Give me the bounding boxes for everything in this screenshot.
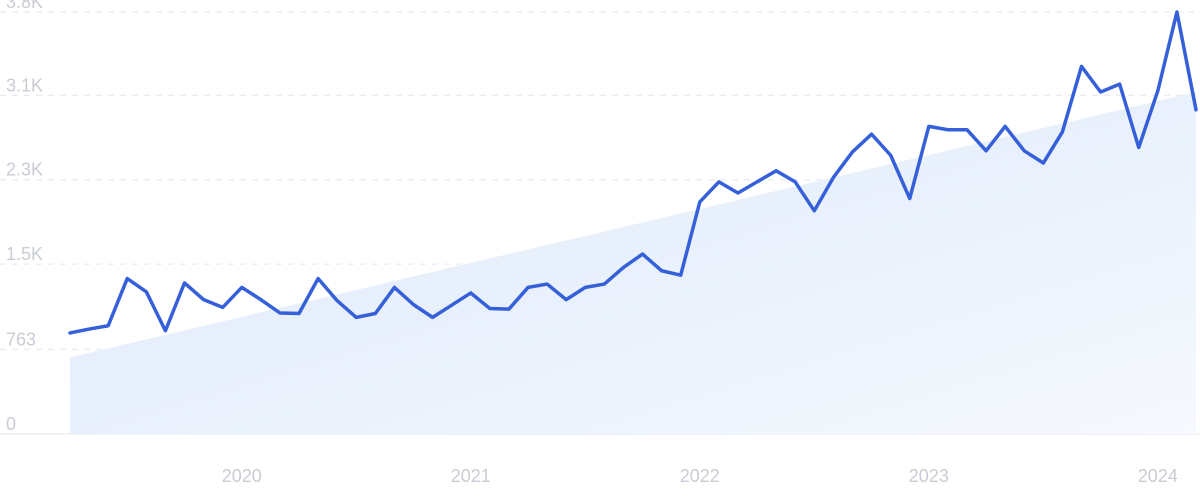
data-point xyxy=(946,128,950,132)
data-point xyxy=(812,209,816,213)
series-line xyxy=(68,10,1198,335)
data-point xyxy=(335,299,339,303)
data-point xyxy=(373,312,377,316)
data-point xyxy=(1194,108,1198,112)
data-point xyxy=(793,180,797,184)
data-point xyxy=(163,329,167,333)
data-point xyxy=(297,312,301,316)
data-point xyxy=(106,324,110,328)
data-point xyxy=(583,285,587,289)
data-point xyxy=(698,200,702,204)
data-point xyxy=(621,265,625,269)
data-point xyxy=(1022,149,1026,153)
data-point xyxy=(545,282,549,286)
y-tick-label: 2.3K xyxy=(6,160,43,180)
data-point xyxy=(679,273,683,277)
data-point xyxy=(1099,90,1103,94)
data-point xyxy=(392,285,396,289)
data-point xyxy=(278,311,282,315)
x-tick-label: 2023 xyxy=(909,466,949,486)
data-point xyxy=(68,331,72,335)
data-point xyxy=(316,277,320,281)
data-point xyxy=(602,282,606,286)
data-point xyxy=(717,180,721,184)
x-tick-label: 2021 xyxy=(451,466,491,486)
data-point xyxy=(183,281,187,285)
data-point xyxy=(965,128,969,132)
data-point xyxy=(526,285,530,289)
x-tick-label: 2024 xyxy=(1138,466,1178,486)
data-point xyxy=(1041,161,1045,165)
x-tick-label: 2020 xyxy=(222,466,262,486)
data-point xyxy=(202,298,206,302)
y-axis: 3.8K 3.1K 2.3K 1.5K 763 0 xyxy=(6,0,43,434)
x-axis: 2020 2021 2022 2023 2024 xyxy=(222,466,1178,486)
data-point xyxy=(87,327,91,331)
y-tick-label: 0 xyxy=(6,414,16,434)
data-point xyxy=(660,269,664,273)
data-point xyxy=(1060,130,1064,134)
data-point xyxy=(431,315,435,319)
data-point xyxy=(1156,89,1160,93)
data-point xyxy=(889,153,893,157)
data-point xyxy=(488,307,492,311)
y-tick-label: 1.5K xyxy=(6,244,43,264)
data-point xyxy=(1079,64,1083,68)
data-point xyxy=(774,169,778,173)
data-point xyxy=(412,303,416,307)
data-point xyxy=(908,197,912,201)
x-tick-label: 2022 xyxy=(680,466,720,486)
data-point xyxy=(354,315,358,319)
data-point xyxy=(850,150,854,154)
data-point xyxy=(1118,82,1122,86)
data-point xyxy=(927,124,931,128)
trend-area xyxy=(70,91,1196,435)
data-point xyxy=(870,132,874,136)
data-point xyxy=(1175,10,1179,14)
data-point xyxy=(1137,145,1141,149)
data-point xyxy=(736,191,740,195)
data-point xyxy=(259,298,263,302)
data-point xyxy=(1003,124,1007,128)
data-point xyxy=(755,180,759,184)
y-tick-label: 3.8K xyxy=(6,0,43,12)
data-point xyxy=(469,291,473,295)
data-point xyxy=(240,285,244,289)
data-point xyxy=(831,175,835,179)
data-point xyxy=(641,252,645,256)
data-point xyxy=(144,290,148,294)
data-point xyxy=(984,149,988,153)
data-point xyxy=(125,277,129,281)
data-point xyxy=(450,303,454,307)
y-tick-label: 763 xyxy=(6,329,36,349)
y-tick-label: 3.1K xyxy=(6,75,43,95)
data-point xyxy=(507,307,511,311)
data-point xyxy=(221,305,225,309)
data-point xyxy=(564,298,568,302)
